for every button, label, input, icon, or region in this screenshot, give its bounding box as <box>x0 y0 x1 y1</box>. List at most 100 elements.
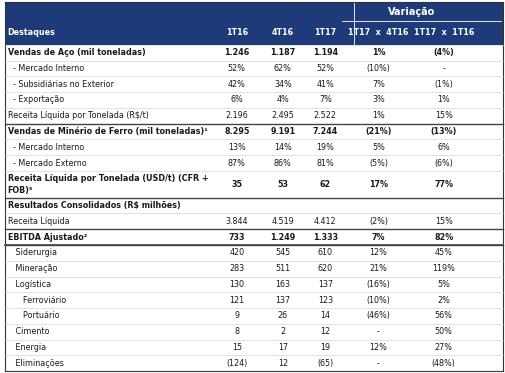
Text: -: - <box>376 327 379 336</box>
Text: 27%: 27% <box>434 343 452 352</box>
Text: 1T17: 1T17 <box>314 28 336 37</box>
Text: 81%: 81% <box>316 159 334 167</box>
Text: 15%: 15% <box>434 217 452 226</box>
Text: 41%: 41% <box>316 80 334 89</box>
Text: 2.196: 2.196 <box>225 111 247 120</box>
Text: 2: 2 <box>280 327 285 336</box>
Text: 1.246: 1.246 <box>224 48 249 57</box>
Text: 42%: 42% <box>227 80 245 89</box>
Text: (2%): (2%) <box>368 217 387 226</box>
Text: 1.333: 1.333 <box>312 233 337 242</box>
Text: 420: 420 <box>229 248 244 257</box>
Text: 45%: 45% <box>434 248 452 257</box>
Text: Vendas de Minério de Ferro (mil toneladas)¹: Vendas de Minério de Ferro (mil tonelada… <box>8 127 207 136</box>
Text: 50%: 50% <box>434 327 452 336</box>
Bar <box>5 245 502 261</box>
Text: 14: 14 <box>320 311 330 320</box>
Text: 19: 19 <box>320 343 330 352</box>
Text: Energia: Energia <box>8 343 45 352</box>
Text: 5%: 5% <box>436 280 449 289</box>
Text: Siderurgia: Siderurgia <box>8 248 57 257</box>
Bar <box>5 108 502 123</box>
Text: 13%: 13% <box>227 143 245 152</box>
Text: Ferroviário: Ferroviário <box>8 296 66 305</box>
Text: 7%: 7% <box>318 95 331 104</box>
Text: 12: 12 <box>277 359 287 368</box>
Text: 137: 137 <box>275 296 290 305</box>
Text: Resultados Consolidados (R$ milhões): Resultados Consolidados (R$ milhões) <box>8 201 180 210</box>
Text: Receita Líquida por Tonelada (R$/t): Receita Líquida por Tonelada (R$/t) <box>8 111 148 120</box>
Text: Destaques: Destaques <box>8 28 56 37</box>
Text: (16%): (16%) <box>366 280 390 289</box>
Text: Eliminações: Eliminações <box>8 359 63 368</box>
Text: 1.249: 1.249 <box>270 233 295 242</box>
Text: 1.194: 1.194 <box>312 48 337 57</box>
Bar <box>5 213 502 229</box>
Text: Receita Líquida por Tonelada (USD/t) (CFR +: Receita Líquida por Tonelada (USD/t) (CF… <box>8 174 208 183</box>
Bar <box>5 140 502 155</box>
Text: 15: 15 <box>231 343 241 352</box>
Text: (21%): (21%) <box>365 127 391 136</box>
Bar <box>5 76 502 92</box>
Text: 87%: 87% <box>227 159 245 167</box>
Text: (5%): (5%) <box>368 159 387 167</box>
Text: Receita Líquida: Receita Líquida <box>8 217 69 226</box>
Text: 53: 53 <box>277 180 288 189</box>
Text: Vendas de Aço (mil toneladas): Vendas de Aço (mil toneladas) <box>8 48 145 57</box>
Text: 82%: 82% <box>433 233 452 242</box>
Text: 12: 12 <box>320 327 330 336</box>
Text: (65): (65) <box>317 359 333 368</box>
Bar <box>5 292 502 308</box>
Text: Mineração: Mineração <box>8 264 57 273</box>
Text: 4T16: 4T16 <box>271 28 293 37</box>
Text: 9.191: 9.191 <box>270 127 295 136</box>
Text: 17%: 17% <box>368 180 387 189</box>
Text: 610: 610 <box>317 248 332 257</box>
Text: (6%): (6%) <box>433 159 452 167</box>
Text: 15%: 15% <box>434 111 452 120</box>
Text: 6%: 6% <box>436 143 449 152</box>
Text: 19%: 19% <box>316 143 334 152</box>
Text: 17: 17 <box>277 343 287 352</box>
Text: 34%: 34% <box>273 80 291 89</box>
Text: 1.187: 1.187 <box>270 48 295 57</box>
Text: (10%): (10%) <box>366 64 390 73</box>
Text: 3.844: 3.844 <box>225 217 247 226</box>
Text: (1%): (1%) <box>433 80 452 89</box>
Text: -: - <box>441 64 444 73</box>
Bar <box>5 355 502 371</box>
Text: -: - <box>376 359 379 368</box>
Text: 4.412: 4.412 <box>314 217 336 226</box>
Text: 620: 620 <box>317 264 332 273</box>
Bar <box>5 339 502 355</box>
Bar <box>5 324 502 339</box>
Text: 77%: 77% <box>433 180 452 189</box>
Bar <box>5 276 502 292</box>
Bar <box>5 171 502 198</box>
Text: Portuário: Portuário <box>8 311 59 320</box>
Text: Variação: Variação <box>387 6 434 16</box>
Bar <box>5 123 502 140</box>
Text: - Mercado Interno: - Mercado Interno <box>8 64 84 73</box>
Text: 14%: 14% <box>273 143 291 152</box>
Text: 7%: 7% <box>371 80 384 89</box>
Text: 21%: 21% <box>369 264 387 273</box>
Text: 137: 137 <box>317 280 332 289</box>
Text: 9: 9 <box>234 311 239 320</box>
Text: 8.295: 8.295 <box>224 127 249 136</box>
Bar <box>5 2 502 45</box>
Text: 6%: 6% <box>230 95 243 104</box>
Text: (48%): (48%) <box>431 359 455 368</box>
Text: Logística: Logística <box>8 280 50 289</box>
Text: 7.244: 7.244 <box>312 127 337 136</box>
Text: 2%: 2% <box>436 296 449 305</box>
Text: 163: 163 <box>275 280 290 289</box>
Text: - Mercado Externo: - Mercado Externo <box>8 159 86 167</box>
Text: (124): (124) <box>226 359 247 368</box>
Text: 4.519: 4.519 <box>271 217 293 226</box>
Text: 5%: 5% <box>371 143 384 152</box>
Text: FOB)⁵: FOB)⁵ <box>8 186 33 195</box>
Text: (4%): (4%) <box>432 48 453 57</box>
Text: 121: 121 <box>229 296 244 305</box>
Text: EBITDA Ajustado²: EBITDA Ajustado² <box>8 233 87 242</box>
